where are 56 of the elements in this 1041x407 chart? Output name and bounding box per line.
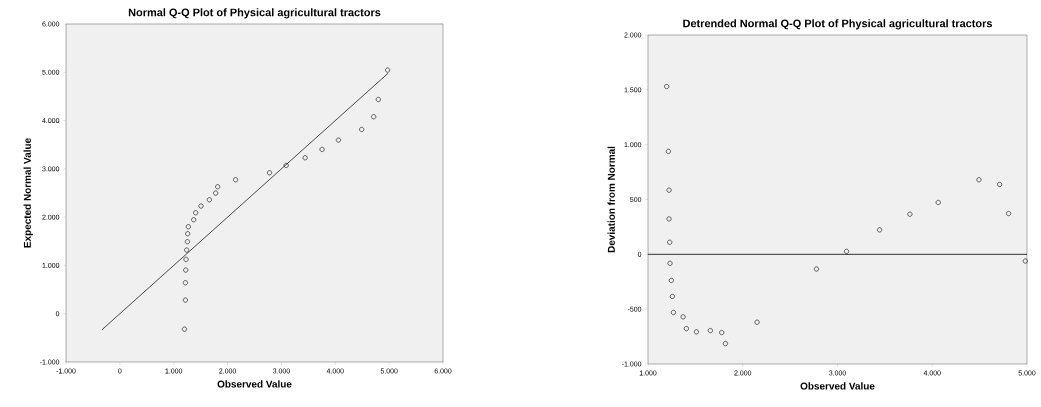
point — [668, 277, 674, 283]
point — [359, 126, 365, 132]
point — [283, 162, 289, 168]
point — [319, 146, 325, 152]
x-axis-title: Observed Value — [800, 382, 875, 390]
point — [184, 247, 190, 253]
point — [182, 280, 188, 286]
point — [335, 137, 341, 143]
point — [302, 155, 308, 161]
point — [976, 177, 982, 183]
point — [181, 326, 187, 332]
point — [664, 84, 670, 90]
point — [184, 239, 190, 245]
y-axis-title: Deviation from Normal — [607, 146, 615, 253]
point — [997, 181, 1003, 187]
point — [844, 248, 849, 254]
point — [666, 216, 672, 222]
chart-title: Normal Q-Q Plot of Physical agricultural tractors — [128, 8, 381, 19]
point — [722, 341, 728, 347]
point — [670, 309, 676, 315]
point — [667, 260, 673, 266]
point — [215, 184, 221, 190]
point — [375, 96, 381, 102]
point — [693, 329, 699, 335]
point — [1006, 211, 1012, 217]
point — [185, 224, 191, 230]
point — [680, 314, 686, 320]
point — [813, 266, 819, 272]
point — [935, 199, 941, 205]
point — [233, 177, 239, 183]
point — [1022, 258, 1028, 264]
point — [666, 187, 672, 193]
point — [191, 217, 197, 223]
point — [267, 170, 273, 176]
point — [185, 231, 191, 237]
point — [665, 148, 671, 154]
point — [193, 210, 199, 216]
y-axis-title: Expected Normal Value — [23, 138, 33, 248]
point — [877, 227, 883, 233]
point — [183, 267, 189, 273]
point — [198, 203, 204, 209]
point — [371, 114, 377, 120]
point — [683, 326, 689, 332]
point — [206, 197, 212, 203]
point — [907, 211, 913, 217]
x-axis-title: Observed Value — [217, 380, 292, 388]
point — [385, 67, 391, 73]
point — [707, 328, 713, 334]
point — [667, 239, 673, 245]
point — [754, 319, 760, 325]
point — [719, 330, 725, 336]
point — [182, 297, 188, 303]
chart-title: Detrended Normal Q-Q Plot of Physical agricultural tractors — [683, 19, 993, 30]
point — [669, 293, 675, 299]
point — [213, 190, 219, 196]
point — [183, 256, 189, 262]
